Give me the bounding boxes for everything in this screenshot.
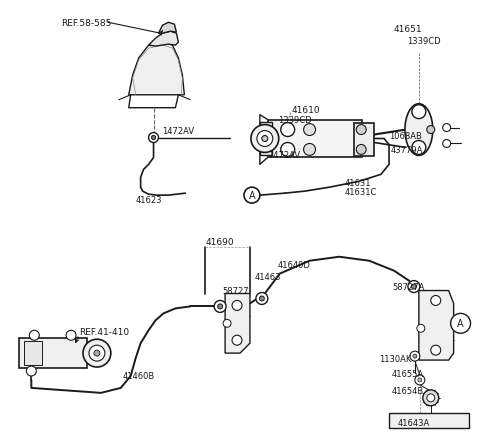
Text: 1472AV: 1472AV bbox=[268, 151, 300, 160]
Circle shape bbox=[412, 105, 426, 119]
Circle shape bbox=[418, 378, 422, 382]
Circle shape bbox=[232, 335, 242, 345]
Circle shape bbox=[94, 350, 100, 356]
Text: 41690: 41690 bbox=[206, 238, 234, 247]
Text: 41654B: 41654B bbox=[392, 387, 424, 395]
Circle shape bbox=[256, 293, 268, 305]
Circle shape bbox=[427, 394, 435, 402]
Polygon shape bbox=[158, 23, 177, 34]
Text: 41610: 41610 bbox=[292, 106, 320, 115]
Text: REF.41-410: REF.41-410 bbox=[79, 327, 129, 336]
Bar bbox=[389, 413, 468, 427]
Circle shape bbox=[259, 296, 264, 301]
Circle shape bbox=[257, 131, 273, 147]
Circle shape bbox=[413, 354, 417, 358]
Circle shape bbox=[356, 145, 366, 155]
Text: 41463: 41463 bbox=[255, 273, 281, 282]
Circle shape bbox=[83, 339, 111, 367]
Circle shape bbox=[427, 126, 435, 134]
Circle shape bbox=[408, 281, 420, 293]
Circle shape bbox=[411, 284, 416, 289]
Circle shape bbox=[152, 136, 156, 140]
Text: 1130AK: 1130AK bbox=[379, 354, 411, 363]
Circle shape bbox=[262, 136, 268, 142]
Circle shape bbox=[417, 325, 425, 332]
Text: 41460B: 41460B bbox=[123, 372, 155, 381]
Circle shape bbox=[214, 301, 226, 312]
Circle shape bbox=[431, 345, 441, 355]
Circle shape bbox=[410, 352, 420, 361]
Circle shape bbox=[443, 124, 451, 132]
Polygon shape bbox=[149, 32, 179, 47]
Text: A: A bbox=[249, 191, 255, 201]
Polygon shape bbox=[225, 294, 250, 353]
Circle shape bbox=[29, 331, 39, 340]
Text: 1339CD: 1339CD bbox=[407, 36, 441, 46]
Bar bbox=[268, 120, 362, 158]
Circle shape bbox=[251, 125, 279, 153]
Polygon shape bbox=[419, 291, 454, 360]
Circle shape bbox=[443, 140, 451, 148]
Text: 41655A: 41655A bbox=[392, 370, 424, 378]
Circle shape bbox=[303, 144, 315, 156]
Circle shape bbox=[217, 304, 223, 309]
Text: 41631C: 41631C bbox=[344, 187, 377, 196]
Circle shape bbox=[281, 143, 295, 157]
Text: 41640D: 41640D bbox=[278, 260, 311, 270]
Circle shape bbox=[303, 124, 315, 136]
Text: 58727A: 58727A bbox=[392, 283, 424, 291]
Text: 1339CD: 1339CD bbox=[278, 116, 312, 125]
Text: 43779A: 43779A bbox=[391, 145, 423, 155]
Circle shape bbox=[281, 123, 295, 137]
Circle shape bbox=[244, 188, 260, 204]
Text: 58727: 58727 bbox=[222, 286, 249, 296]
Ellipse shape bbox=[405, 105, 433, 156]
Text: 41623: 41623 bbox=[135, 195, 162, 204]
Circle shape bbox=[66, 331, 76, 340]
Circle shape bbox=[415, 375, 425, 385]
Bar bbox=[24, 342, 42, 365]
Bar bbox=[260, 122, 272, 156]
Text: 1068AB: 1068AB bbox=[389, 132, 422, 141]
Bar bbox=[354, 123, 374, 157]
Circle shape bbox=[149, 133, 158, 143]
Circle shape bbox=[431, 296, 441, 306]
Text: REF.58-585: REF.58-585 bbox=[61, 19, 111, 28]
Polygon shape bbox=[129, 43, 184, 95]
Text: 41643A: 41643A bbox=[398, 418, 430, 427]
Circle shape bbox=[223, 319, 231, 328]
Text: 1472AV: 1472AV bbox=[163, 127, 194, 136]
Bar bbox=[19, 339, 87, 368]
Circle shape bbox=[451, 314, 470, 333]
Text: A: A bbox=[457, 319, 464, 329]
Circle shape bbox=[26, 366, 36, 376]
Text: 41631: 41631 bbox=[344, 178, 371, 187]
Text: 41651: 41651 bbox=[394, 25, 422, 33]
Circle shape bbox=[232, 301, 242, 311]
Circle shape bbox=[89, 345, 105, 361]
Circle shape bbox=[423, 390, 439, 406]
Circle shape bbox=[412, 141, 426, 155]
Circle shape bbox=[356, 125, 366, 135]
